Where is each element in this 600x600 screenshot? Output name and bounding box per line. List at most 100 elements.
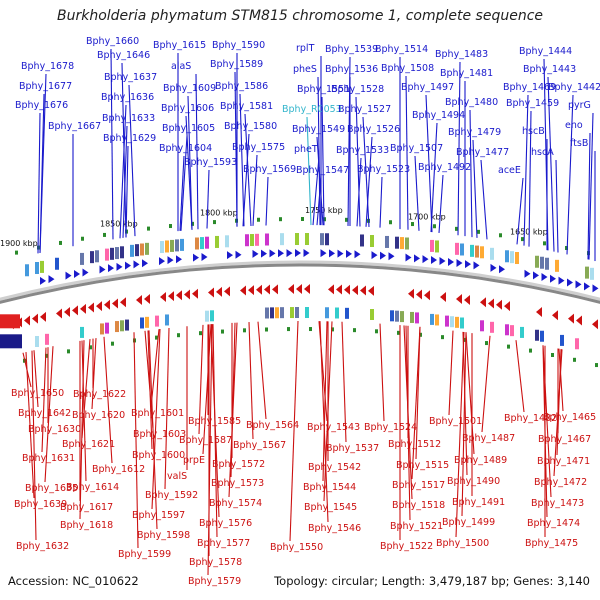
function-block-top — [255, 233, 259, 246]
plus-leader-line — [185, 115, 193, 230]
plus-gene-arrow — [465, 260, 471, 269]
minus-leader-line — [455, 332, 465, 538]
minus-gene-label: Bphy_1622 — [73, 389, 126, 400]
function-block-top — [295, 233, 299, 246]
minus-gene-annotation: Bphy_1522 — [380, 325, 433, 552]
plus-gene-arrow — [74, 270, 80, 279]
minus-gene-annotation: Bphy_1620 — [72, 338, 125, 421]
plus-gene-arrow — [405, 253, 412, 262]
minus-gene-annotation: Bphy_1635 — [25, 346, 78, 494]
minus-gene-label: Bphy_1473 — [531, 498, 584, 509]
plus-gene-arrow — [303, 249, 310, 258]
function-block-top — [165, 240, 169, 253]
tick-marker-bottom — [419, 332, 422, 337]
plus-leader-line — [555, 159, 559, 253]
minus-gene-label: Bphy_1600 — [132, 450, 185, 461]
minus-gene-arrow — [352, 285, 358, 296]
minus-gene-annotation: Bphy_1612 — [92, 336, 145, 475]
plus-gene-arrow — [592, 284, 599, 293]
plus-leader-line — [362, 116, 370, 227]
plus-leader-line — [379, 176, 383, 228]
plus-gene-arrow — [108, 264, 114, 273]
plus-gene-label: Bphy_1586 — [215, 81, 268, 92]
plus-gene-label: Bphy_1589 — [210, 59, 263, 70]
minus-gene-label: Bphy_1635 — [25, 483, 78, 494]
plus-gene-annotation: Bphy_1444 — [519, 46, 572, 251]
tick-marker-bottom — [331, 327, 334, 332]
tick-marker-bottom — [111, 341, 114, 346]
function-block-top — [555, 259, 559, 272]
plus-leader-line — [414, 155, 420, 231]
minus-gene-annotation: Bphy_1500 — [436, 332, 489, 549]
plus-gene-label: Bphy_1676 — [15, 100, 68, 111]
plus-gene-label: pheS — [293, 64, 317, 75]
plus-leader-line — [566, 94, 574, 255]
minus-gene-arrow — [272, 284, 278, 295]
plus-leader-line — [543, 58, 549, 251]
plus-gene-annotation: Bphy_1547 — [296, 165, 349, 226]
minus-gene-label: Bphy_1617 — [60, 502, 113, 513]
plus-gene-label: Bphy_1480 — [445, 97, 498, 108]
minus-gene-label: Bphy_1471 — [537, 456, 590, 467]
plus-gene-arrow — [439, 256, 446, 265]
minus-leader-line — [144, 330, 154, 429]
plus-leader-line — [265, 176, 269, 226]
plus-gene-annotation: alaS — [171, 61, 199, 230]
minus-leader-line — [198, 324, 204, 435]
plus-gene-arrow — [48, 275, 55, 284]
plus-gene-annotation: aceE — [498, 165, 524, 245]
minus-leader-line — [558, 348, 564, 412]
tick-marker-bottom — [485, 341, 488, 346]
minus-leader-line — [207, 324, 213, 576]
plus-gene-label: hscB — [522, 126, 545, 137]
function-block-top — [515, 252, 519, 265]
minus-gene-annotation: Bphy_1567 — [233, 322, 286, 451]
plus-leader-line — [317, 76, 321, 226]
function-block-top — [130, 244, 134, 257]
minus-gene-annotation: Bphy_1601 — [131, 329, 184, 419]
plus-gene-label: Bphy_1497 — [401, 82, 454, 93]
minus-gene-label: Bphy_1546 — [308, 523, 361, 534]
plus-gene-arrow — [541, 273, 548, 282]
plus-gene-arrow — [422, 255, 429, 264]
minus-gene-arrow — [480, 297, 486, 308]
plus-leader-line — [125, 145, 129, 238]
minus-gene-arrow — [416, 289, 422, 300]
function-block-bottom — [505, 324, 509, 336]
plus-gene-arrow — [295, 249, 301, 258]
function-block-top — [395, 236, 399, 249]
minus-leader-line — [323, 321, 333, 502]
minus-gene-annotation: Bphy_1632 — [16, 350, 69, 552]
function-block-bottom — [35, 336, 39, 348]
plus-gene-label: Bphy_1523 — [357, 164, 410, 175]
plus-gene-arrow — [193, 253, 199, 262]
function-block-top — [120, 246, 124, 259]
function-block-top — [370, 235, 374, 248]
function-block-bottom — [520, 326, 524, 338]
plus-gene-arrow — [575, 280, 582, 289]
plus-gene-arrow — [473, 261, 480, 270]
plus-gene-label: Bphy_1605 — [162, 123, 215, 134]
minus-leader-line — [322, 321, 328, 482]
minus-gene-annotation: Bphy_1650 — [11, 352, 64, 399]
tick-marker-top — [477, 229, 480, 234]
scale-tick-label: 1800 kbp — [200, 209, 238, 218]
minus-gene-arrow — [336, 284, 342, 295]
function-block-top — [105, 248, 109, 261]
minus-gene-annotation: Bphy_1517 — [392, 326, 445, 491]
function-block-top — [215, 235, 219, 248]
minus-gene-label: Bphy_1632 — [16, 541, 69, 552]
plus-gene-arrow — [567, 278, 573, 287]
minus-gene-annotation: Bphy_1543 — [307, 321, 360, 433]
plus-gene-annotation: Bphy_1494 — [412, 110, 465, 233]
minus-gene-annotation: Bphy_1499 — [442, 332, 495, 528]
minus-gene-annotation: Bphy_1475 — [525, 345, 578, 549]
minus-gene-arrow — [208, 287, 214, 298]
minus-gene-arrow — [576, 315, 582, 326]
function-block-bottom — [480, 320, 484, 332]
plus-gene-label: Bphy_R0053 — [282, 104, 342, 115]
minus-gene-label: Bphy_1631 — [22, 453, 75, 464]
plus-leader-line — [306, 116, 312, 226]
minus-leader-line — [133, 332, 139, 549]
minus-gene-label: Bphy_1517 — [392, 480, 445, 491]
